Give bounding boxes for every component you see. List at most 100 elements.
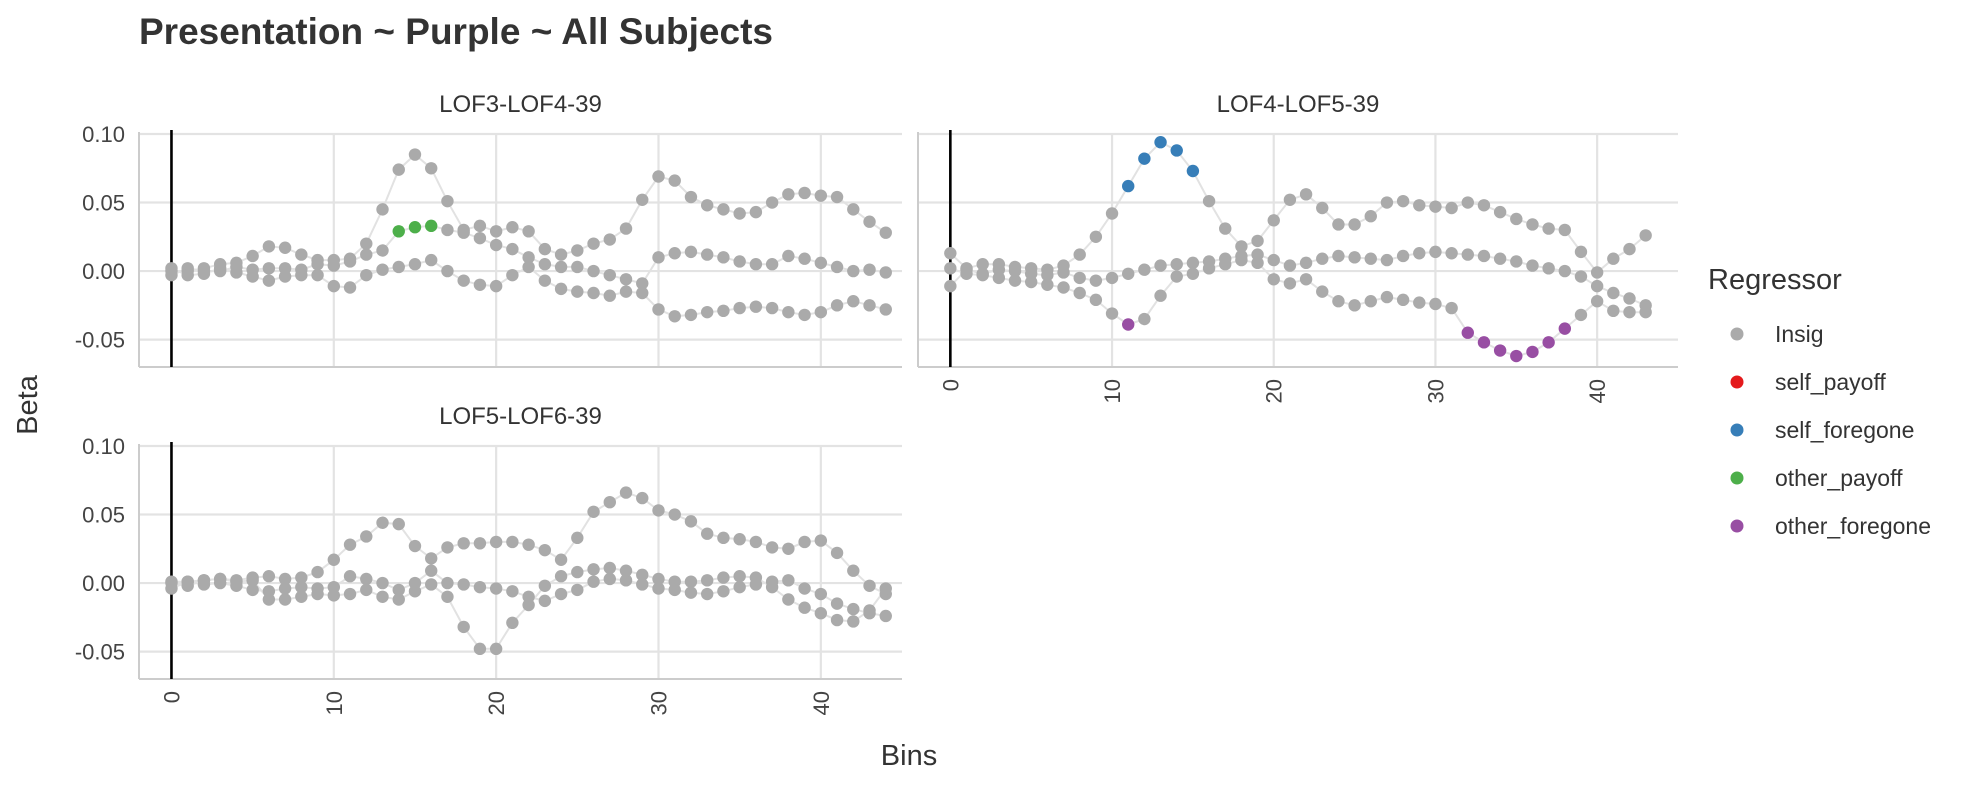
data-point: [360, 530, 373, 543]
data-point: [408, 148, 422, 161]
data-point: [1138, 263, 1151, 276]
data-point: [1396, 194, 1410, 208]
data-point: [538, 258, 552, 271]
data-point: [814, 607, 828, 620]
data-point: [798, 252, 811, 265]
data-point: [1429, 297, 1442, 311]
data-point: [782, 542, 795, 555]
data-point: [376, 203, 389, 216]
data-point: [489, 582, 503, 595]
data-point: [652, 251, 665, 264]
legend-label: Insig: [1775, 321, 1824, 347]
data-point: [1413, 247, 1426, 260]
data-point: [798, 582, 811, 595]
data-point: [1558, 264, 1572, 278]
data-point: [814, 256, 828, 270]
data-point: [863, 263, 876, 276]
data-point: [1607, 304, 1620, 318]
data-point: [782, 574, 795, 587]
data-point: [1105, 271, 1119, 285]
data-point: [1089, 293, 1103, 307]
data-point: [1170, 144, 1183, 157]
data-point: [1283, 193, 1297, 206]
data-point: [197, 574, 211, 587]
data-point: [278, 593, 292, 606]
data-point: [1122, 179, 1135, 193]
data-point: [473, 219, 487, 233]
data-point: [782, 305, 795, 319]
data-point: [441, 541, 454, 554]
data-point: [1122, 318, 1135, 331]
data-point: [1477, 336, 1491, 349]
data-point: [1299, 273, 1313, 286]
data-point: [360, 572, 373, 586]
data-point: [636, 286, 649, 300]
x-axis-title: Bins: [881, 740, 937, 772]
data-point: [879, 266, 892, 279]
data-point: [619, 285, 633, 298]
data-point: [603, 268, 616, 282]
data-point: [1429, 245, 1442, 259]
data-point: [700, 574, 714, 587]
data-point: [522, 225, 535, 238]
data-point: [1461, 248, 1474, 261]
data-point: [1364, 295, 1377, 308]
data-point: [1138, 312, 1151, 326]
data-point: [441, 264, 454, 278]
data-point: [1299, 188, 1313, 201]
data-point: [538, 242, 552, 256]
data-point: [1251, 256, 1264, 270]
data-point: [1219, 222, 1232, 235]
data-point: [1396, 249, 1410, 263]
legend-key: [1730, 327, 1744, 341]
data-point: [1267, 253, 1280, 267]
data-point: [1186, 256, 1200, 270]
data-point: [1057, 266, 1070, 279]
data-point: [295, 590, 308, 603]
data-point: [1558, 322, 1572, 335]
data-point: [489, 535, 503, 549]
data-point: [408, 585, 422, 598]
data-point: [1202, 262, 1216, 275]
data-point: [457, 620, 470, 634]
data-point: [522, 260, 535, 274]
data-point: [1413, 199, 1426, 212]
data-point: [165, 262, 178, 275]
data-point: [506, 616, 519, 630]
data-point: [571, 244, 584, 257]
data-point: [554, 570, 568, 583]
data-point: [392, 583, 405, 597]
data-point: [295, 248, 308, 261]
data-point: [830, 190, 844, 204]
data-point: [652, 170, 665, 183]
legend-key: [1730, 423, 1744, 437]
y-tick-label: 0.00: [82, 259, 125, 284]
data-point: [522, 251, 535, 264]
data-point: [473, 642, 487, 656]
data-point: [684, 575, 698, 588]
data-point: [1041, 268, 1054, 282]
data-point: [1526, 345, 1539, 359]
data-point: [1283, 259, 1297, 272]
data-point: [506, 268, 519, 282]
data-point: [278, 241, 292, 254]
data-point: [1008, 264, 1022, 278]
panel-lof5-lof6: LOF5-LOF6-39 -0.05 0.00 0.05 0.10 0 10 20 30 40: [75, 403, 902, 715]
data-point: [360, 583, 373, 597]
data-point: [327, 553, 341, 566]
data-point: [538, 274, 552, 287]
data-point: [360, 248, 373, 261]
data-point: [1461, 196, 1474, 209]
data-point: [847, 295, 860, 308]
data-point: [1008, 274, 1022, 287]
data-point: [571, 565, 584, 579]
data-point: [1574, 308, 1588, 322]
x-tick-label: 40: [1585, 379, 1610, 403]
data-point: [587, 505, 600, 518]
data-point: [700, 248, 714, 261]
data-point: [571, 285, 584, 298]
data-point: [847, 264, 860, 278]
data-point: [295, 268, 308, 282]
data-point: [1186, 164, 1200, 178]
data-point: [295, 580, 308, 594]
